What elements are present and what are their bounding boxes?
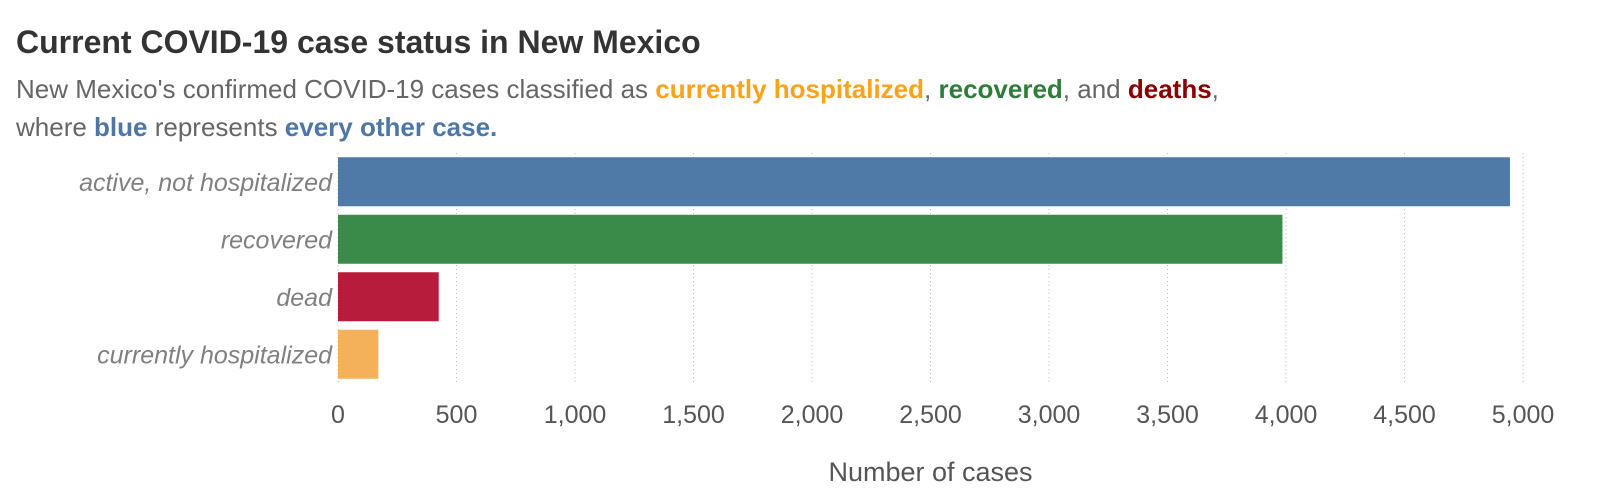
subtitle-hospitalized-highlight: currently hospitalized (655, 74, 925, 104)
subtitle-recovered-highlight: recovered (938, 74, 1063, 104)
subtitle-text: , (1211, 74, 1219, 104)
x-tick-label: 4,000 (1255, 401, 1318, 429)
x-tick-label: 1,500 (662, 401, 725, 429)
x-tick-label: 2,000 (781, 401, 844, 429)
subtitle-text: New Mexico's confirmed COVID-19 cases cl… (16, 74, 656, 104)
chart-title: Current COVID-19 case status in New Mexi… (16, 24, 701, 60)
bar (338, 272, 439, 322)
subtitle-text: , and (1062, 74, 1128, 104)
x-tick-label: 3,000 (1018, 401, 1081, 429)
category-label: recovered (221, 226, 333, 254)
subtitle-text: where (16, 112, 95, 142)
x-tick-label: 2,500 (899, 401, 962, 429)
bar (338, 157, 1510, 207)
x-tick-label: 1,000 (544, 401, 607, 429)
x-tick-label: 4,500 (1373, 401, 1436, 429)
x-axis-title: Number of cases (828, 457, 1032, 487)
subtitle-other-highlight: every other case. (284, 112, 498, 142)
subtitle-deaths-highlight: deaths (1127, 74, 1212, 104)
subtitle-text: , (924, 74, 939, 104)
category-label: currently hospitalized (97, 341, 333, 369)
bar (338, 329, 379, 379)
x-tick-label: 500 (436, 401, 478, 429)
bar (338, 214, 1283, 264)
x-tick-label: 0 (331, 401, 345, 429)
subtitle-text: represents (147, 112, 285, 142)
category-label: active, not hospitalized (79, 169, 333, 197)
subtitle-blue-highlight: blue (94, 112, 148, 142)
category-label: dead (276, 284, 333, 312)
x-tick-label: 5,000 (1492, 401, 1555, 429)
chart-subtitle: New Mexico's confirmed COVID-19 cases cl… (16, 70, 1219, 146)
x-tick-label: 3,500 (1136, 401, 1199, 429)
